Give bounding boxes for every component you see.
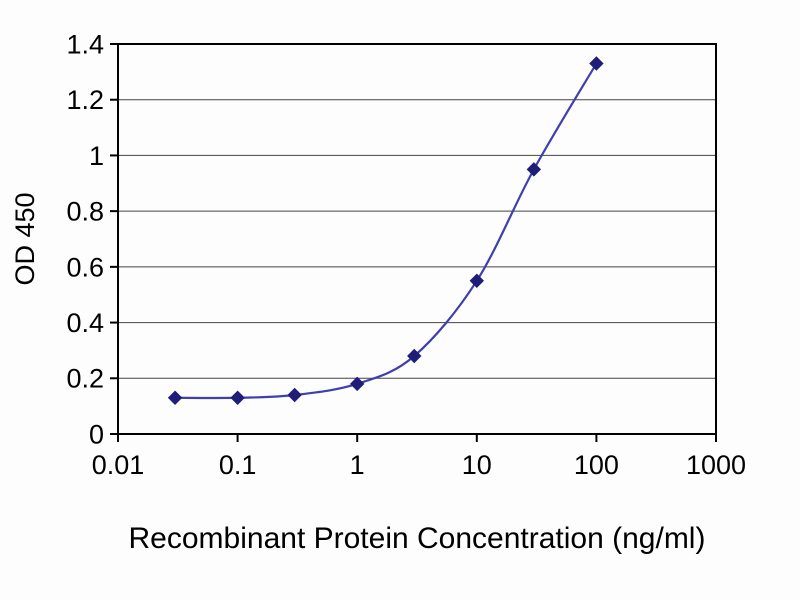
data-point-marker [287,387,302,403]
x-tick-label: 0.01 [92,450,145,480]
data-point-marker [349,376,365,392]
y-axis-title: OD 450 [10,192,40,285]
grid-layer [117,43,717,435]
x-tick-label: 0.1 [219,450,257,480]
tick-label-layer: 0 0.2 0.4 0.6 0.8 1 1.2 1.4 0.01 0.1 1 10 100 1000 [66,29,746,480]
y-tick-label: 0.8 [66,197,104,227]
data-point-marker [407,348,422,364]
plot-border [117,43,717,435]
y-tick-label: 1 [89,141,104,171]
x-tick-label: 10 [462,450,492,480]
y-tick-label: 1.2 [66,85,104,115]
series-line [175,62,598,400]
data-point-marker [230,390,245,405]
y-tick-label: 0.6 [66,252,104,282]
x-tick-label: 1 [350,450,365,480]
tick-layer [110,43,717,442]
y-tick-label: 0.2 [66,364,104,394]
data-point-marker [167,390,183,405]
y-tick-label: 0.4 [66,308,104,338]
x-tick-label: 1000 [686,450,746,480]
x-tick-label: 100 [574,450,619,480]
series-layer [167,56,604,405]
data-point-marker [469,273,485,288]
data-point-marker [526,162,542,177]
x-axis-title: Recombinant Protein Concentration (ng/ml… [129,522,706,555]
y-tick-label: 1.4 [66,29,104,59]
data-point-marker [589,56,604,71]
y-tick-label: 0 [89,419,104,449]
